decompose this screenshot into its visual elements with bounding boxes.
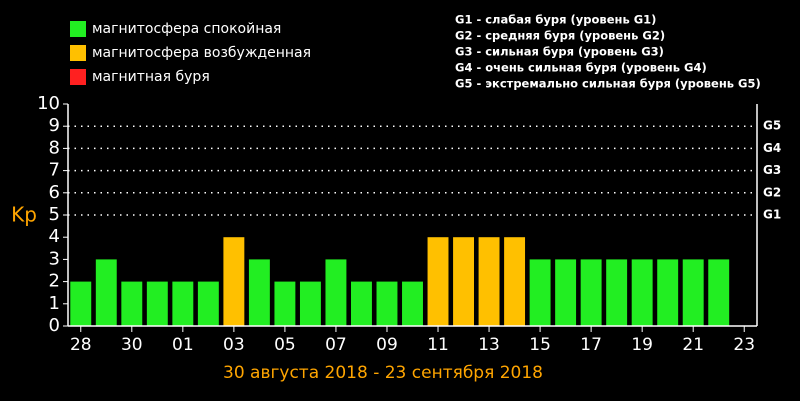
axis-label: Kp — [11, 203, 37, 227]
bar — [95, 259, 117, 326]
bar — [351, 281, 372, 326]
x-tick-label: 13 — [478, 335, 500, 355]
storm-note: G2 - средняя буря (уровень G2) — [455, 29, 665, 43]
bar — [248, 259, 270, 326]
legend-label: магнитная буря — [92, 69, 210, 85]
bar — [580, 259, 602, 326]
bar — [606, 259, 628, 326]
bar — [657, 259, 679, 326]
bar — [504, 237, 526, 326]
bar — [529, 259, 551, 326]
x-tick-label: 23 — [733, 335, 755, 355]
bar — [402, 281, 423, 326]
bar — [427, 237, 449, 326]
storm-level-label: G3 — [763, 163, 781, 177]
bar — [146, 281, 168, 326]
legend-swatch — [70, 45, 86, 61]
storm-note: G3 - сильная буря (уровень G3) — [455, 45, 664, 59]
bar — [172, 281, 194, 326]
x-tick-label: 17 — [580, 335, 602, 355]
bar — [274, 281, 296, 326]
storm-note: G5 - экстремально сильная буря (уровень … — [455, 77, 761, 91]
bar — [197, 281, 219, 326]
storm-level-label: G4 — [763, 141, 781, 155]
bar — [376, 281, 398, 326]
storm-level-label: G1 — [763, 208, 781, 222]
x-tick-label: 21 — [682, 335, 704, 355]
y-tick-label: 8 — [49, 137, 60, 158]
x-tick-label: 05 — [274, 335, 296, 355]
storm-note: G4 - очень сильная буря (уровень G4) — [455, 61, 707, 75]
bar — [708, 259, 730, 326]
bar — [223, 237, 245, 326]
storm-level-label: G2 — [763, 185, 781, 199]
bar — [478, 237, 500, 326]
subtitle: 30 августа 2018 - 23 сентября 2018 — [223, 363, 543, 383]
y-tick-label: 6 — [49, 182, 60, 203]
bar — [299, 281, 321, 326]
bar — [325, 259, 347, 326]
x-tick-label: 19 — [631, 335, 653, 355]
bar — [682, 259, 704, 326]
storm-note: G1 - слабая буря (уровень G1) — [455, 13, 656, 27]
x-tick-label: 28 — [70, 335, 92, 355]
x-tick-label: 09 — [376, 335, 398, 355]
legend-swatch — [70, 21, 86, 37]
y-tick-label: 0 — [49, 315, 60, 336]
bar — [453, 237, 474, 326]
x-tick-label: 07 — [325, 335, 347, 355]
bar — [631, 259, 653, 326]
legend-label: магнитосфера возбужденная — [92, 45, 311, 61]
bar — [555, 259, 577, 326]
legend-swatch — [70, 69, 86, 85]
y-tick-label: 7 — [49, 160, 60, 181]
x-tick-label: 11 — [427, 335, 449, 355]
y-tick-label: 10 — [37, 93, 60, 114]
storm-level-label: G5 — [763, 119, 781, 133]
x-tick-label: 15 — [529, 335, 551, 355]
y-tick-label: 3 — [49, 248, 60, 269]
y-tick-label: 4 — [49, 226, 60, 247]
y-tick-label: 5 — [49, 204, 60, 225]
y-tick-label: 2 — [49, 271, 60, 292]
x-tick-label: 30 — [121, 335, 143, 355]
bar — [70, 281, 92, 326]
bar — [121, 281, 143, 326]
x-tick-label: 01 — [172, 335, 194, 355]
x-tick-label: 03 — [223, 335, 245, 355]
y-tick-label: 1 — [49, 293, 60, 314]
y-tick-label: 9 — [49, 115, 60, 136]
legend-label: магнитосфера спокойная — [92, 21, 281, 37]
